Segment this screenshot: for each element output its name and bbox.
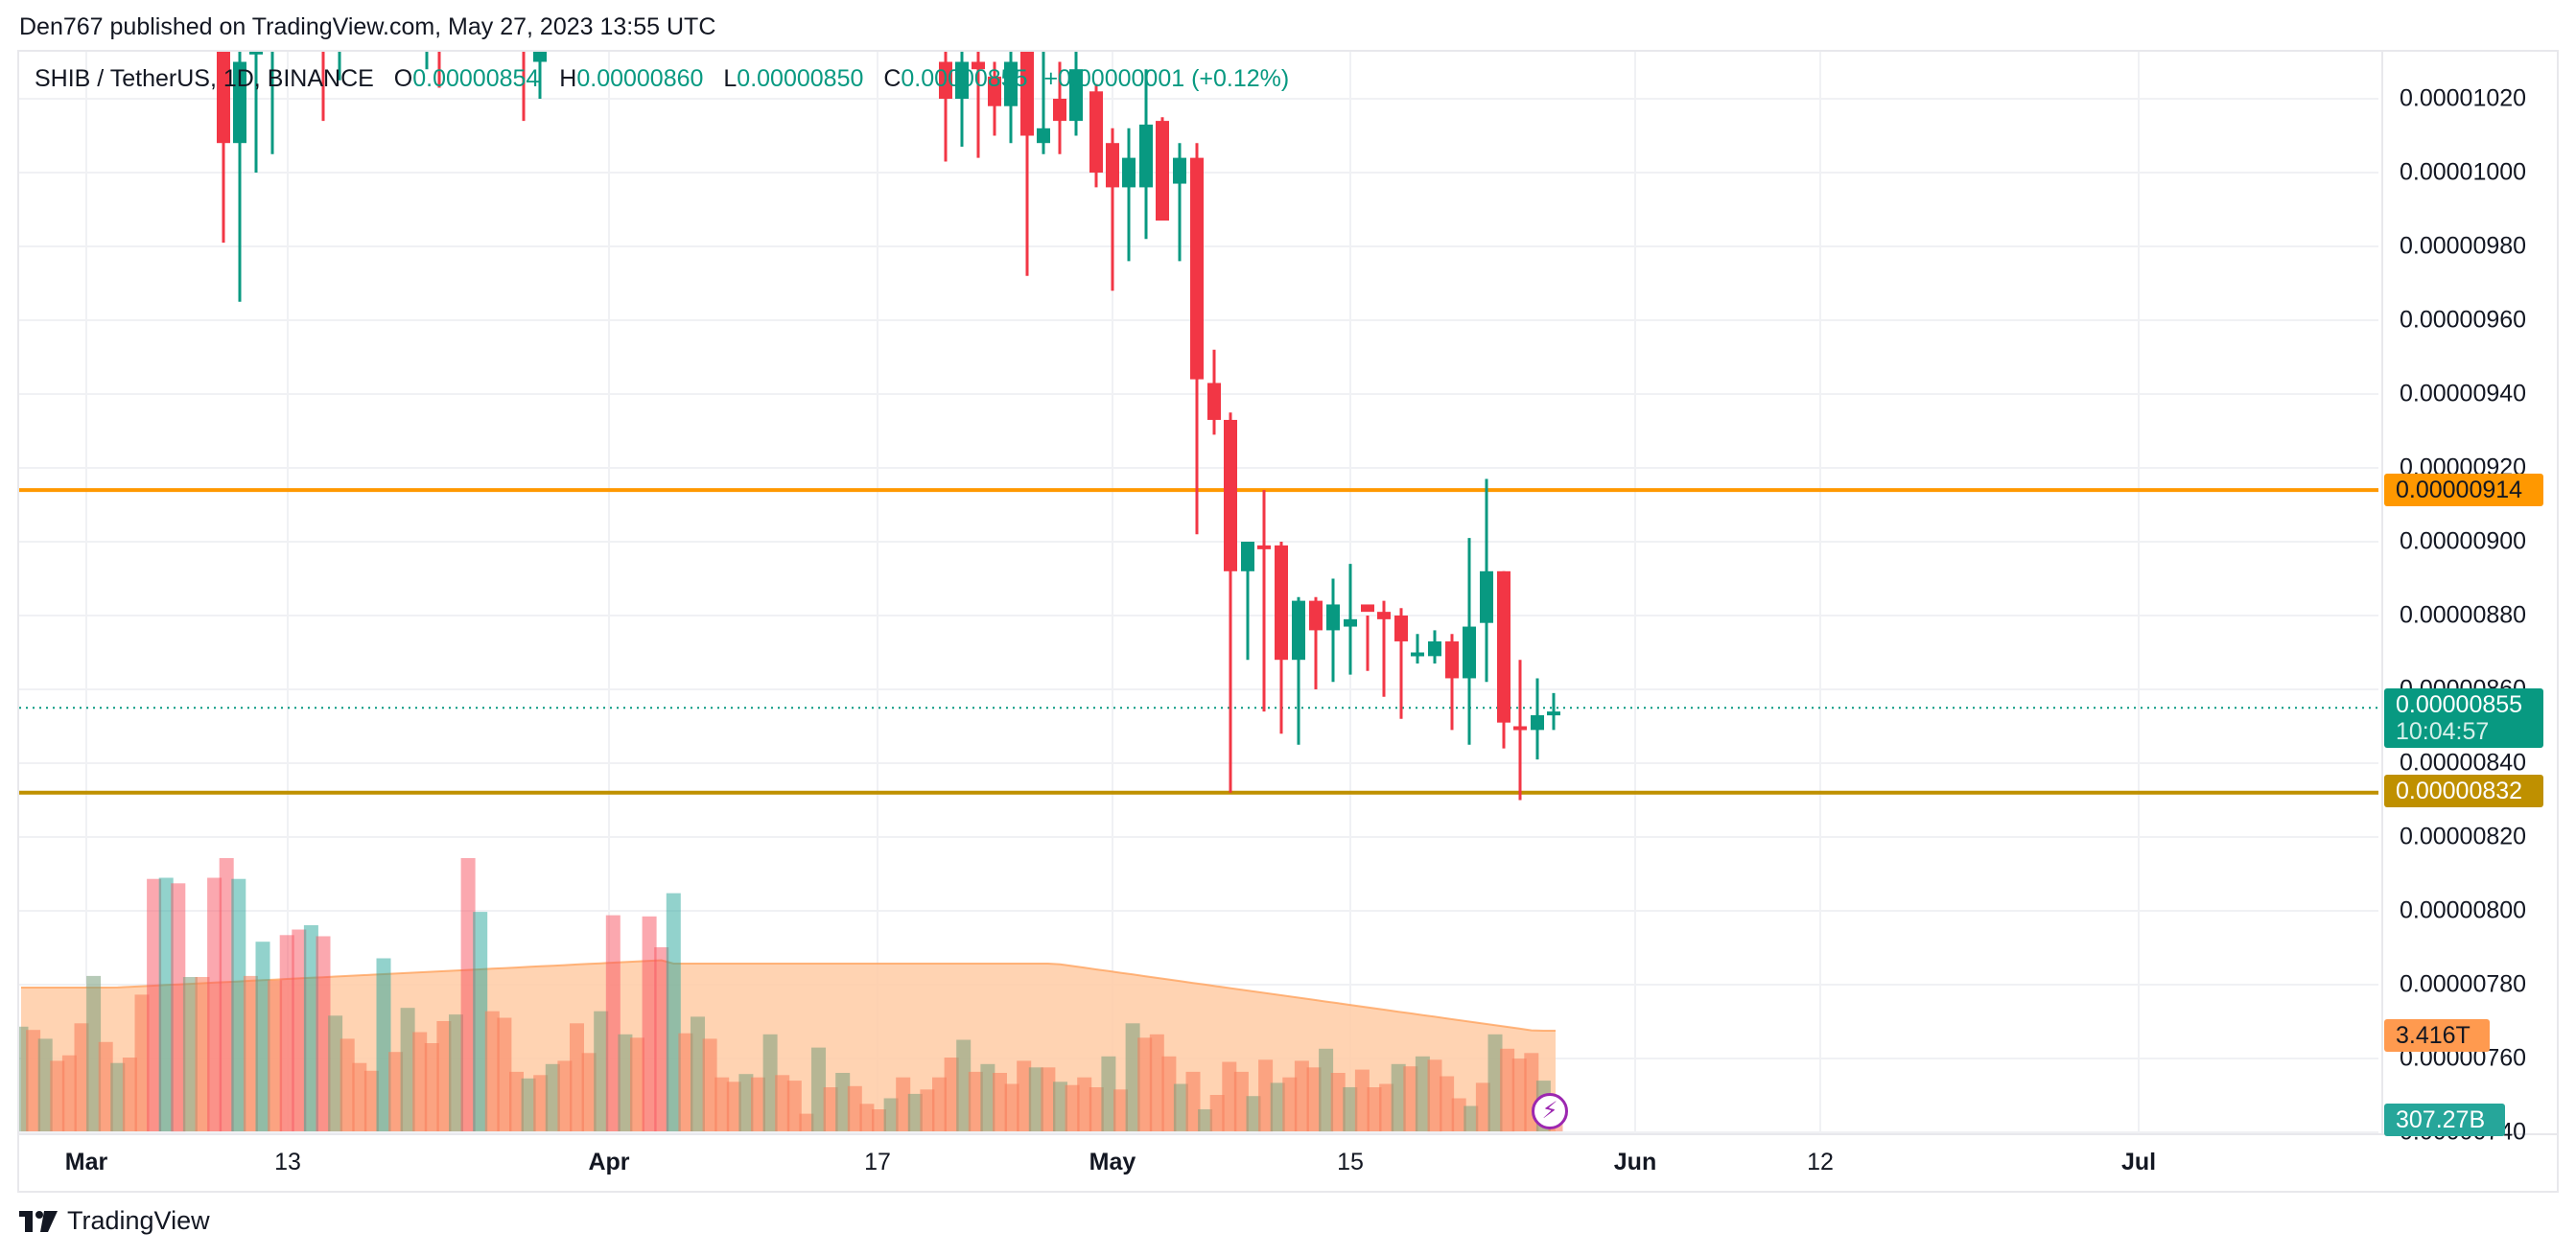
- price-axis-label: 0.00000800: [2400, 896, 2527, 924]
- time-axis-label: 13: [274, 1149, 301, 1175]
- time-axis-label: 15: [1337, 1149, 1364, 1175]
- chart-frame: [17, 50, 2559, 1193]
- time-axis-label: Jun: [1613, 1149, 1657, 1175]
- time-axis-label: Mar: [64, 1149, 108, 1175]
- price-axis-label: 0.00000820: [2400, 823, 2527, 850]
- last-price-value: 0.00000855: [2396, 691, 2523, 718]
- symbol-name[interactable]: SHIB / TetherUS, 1D, BINANCE: [35, 65, 374, 92]
- symbol-legend: SHIB / TetherUS, 1D, BINANCE O0.00000854…: [35, 65, 1289, 93]
- price-axis-label: 0.00000780: [2400, 970, 2527, 998]
- published-by-line: Den767 published on TradingView.com, May…: [19, 13, 716, 40]
- price-axis-label: 0.00000980: [2400, 232, 2527, 260]
- low-label: L: [723, 65, 738, 92]
- price-axis-label: 0.00001020: [2400, 84, 2527, 112]
- resistance-price-tag: 0.00000914: [2384, 474, 2543, 506]
- close-label: C: [883, 65, 902, 92]
- bar-countdown: 10:04:57: [2396, 718, 2490, 745]
- price-axis-label: 0.00000960: [2400, 306, 2527, 334]
- tradingview-logo-icon: [19, 1210, 58, 1232]
- open-value: 0.00000854: [412, 65, 540, 92]
- time-axis-label: 17: [864, 1149, 891, 1175]
- close-value: 0.00000855: [901, 65, 1028, 92]
- time-axis-label: Jul: [2120, 1149, 2157, 1175]
- time-axis-label: 12: [1807, 1149, 1834, 1175]
- tradingview-logo[interactable]: TradingView: [19, 1206, 210, 1236]
- support-price-tag: 0.00000832: [2384, 775, 2543, 807]
- price-axis-label: 0.00000840: [2400, 749, 2527, 777]
- change-value: +0.00000001 (+0.12%): [1043, 65, 1290, 92]
- low-value: 0.00000850: [737, 65, 864, 92]
- brand-name: TradingView: [67, 1206, 210, 1235]
- volume-tag: 307.27B: [2384, 1104, 2505, 1136]
- volume-ma-tag: 3.416T: [2384, 1019, 2490, 1052]
- high-label: H: [559, 65, 577, 92]
- high-value: 0.00000860: [576, 65, 704, 92]
- time-axis-label: Apr: [588, 1149, 630, 1175]
- price-axis-label: 0.00000900: [2400, 527, 2527, 555]
- open-label: O: [393, 65, 413, 92]
- price-axis-label: 0.00001000: [2400, 158, 2527, 186]
- lightning-icon[interactable]: ⚡: [1532, 1093, 1568, 1129]
- last-price-tag: 0.00000855 10:04:57: [2384, 688, 2543, 748]
- price-axis-label: 0.00000880: [2400, 601, 2527, 629]
- price-axis-label: 0.00000940: [2400, 380, 2527, 407]
- time-axis-label: May: [1089, 1149, 1136, 1175]
